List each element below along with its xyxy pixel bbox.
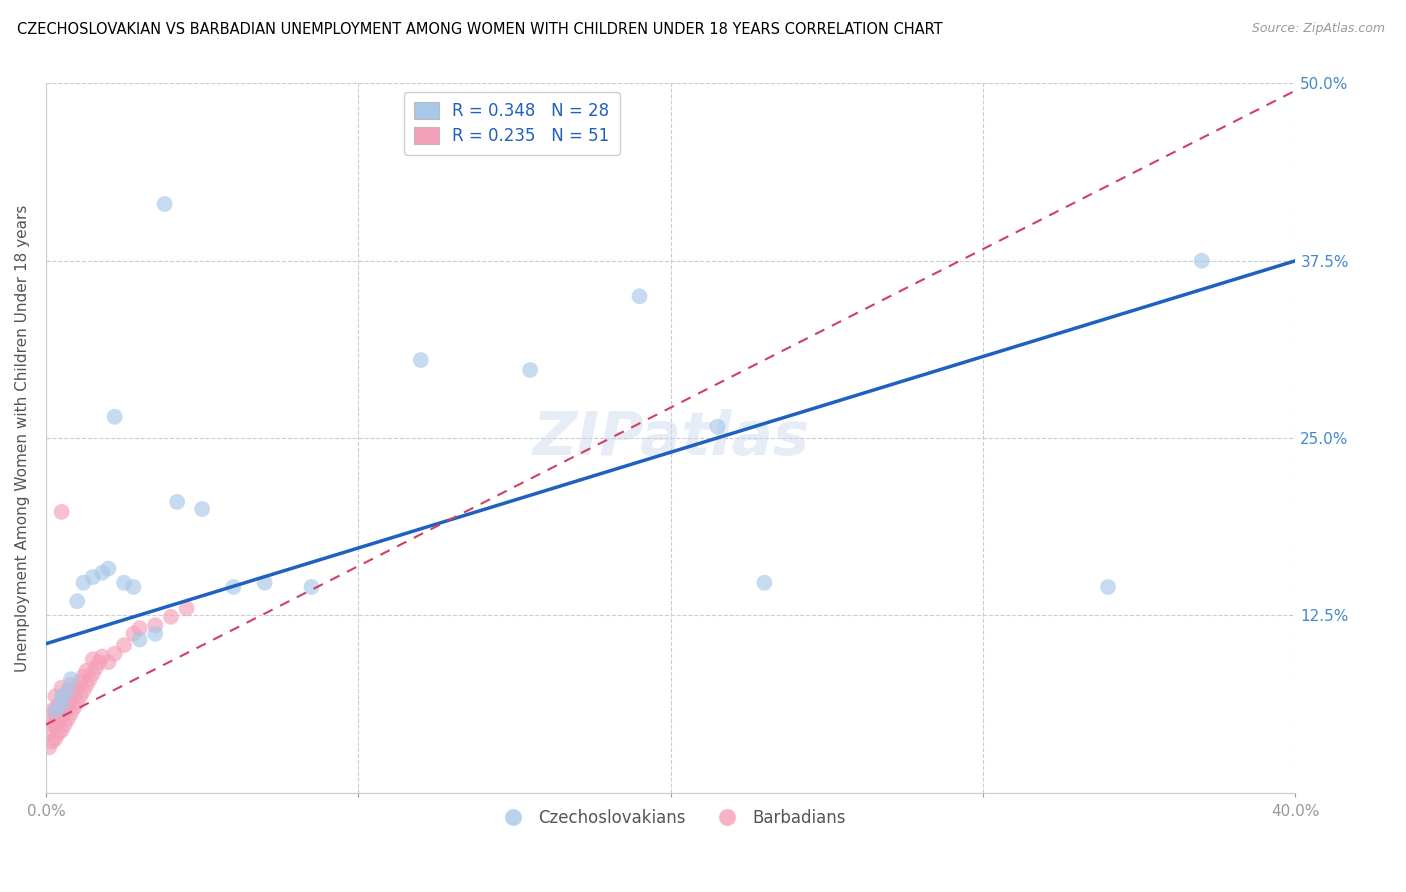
Point	[97, 655, 120, 669]
Point	[48, 712, 70, 726]
Point	[66, 695, 89, 709]
Point	[51, 681, 73, 695]
Point	[82, 652, 104, 666]
Point	[143, 627, 166, 641]
Point	[91, 566, 114, 580]
Point	[66, 681, 89, 695]
Point	[153, 197, 176, 211]
Point	[53, 689, 76, 703]
Point	[143, 618, 166, 632]
Point	[91, 649, 114, 664]
Point	[63, 700, 86, 714]
Point	[409, 353, 432, 368]
Point	[51, 698, 73, 712]
Point	[128, 621, 150, 635]
Point	[53, 717, 76, 731]
Point	[44, 717, 66, 731]
Point	[128, 632, 150, 647]
Point	[51, 695, 73, 709]
Point	[41, 703, 63, 717]
Point	[38, 726, 60, 740]
Point	[72, 575, 94, 590]
Point	[38, 740, 60, 755]
Point	[301, 580, 323, 594]
Point	[79, 672, 101, 686]
Point	[59, 692, 82, 706]
Point	[82, 666, 104, 681]
Text: ZIPatlas: ZIPatlas	[531, 409, 810, 467]
Point	[1191, 253, 1213, 268]
Point	[51, 709, 73, 723]
Point	[69, 675, 91, 690]
Point	[38, 712, 60, 726]
Point	[76, 678, 98, 692]
Point	[706, 419, 728, 434]
Point	[56, 683, 79, 698]
Point	[191, 502, 214, 516]
Point	[122, 580, 145, 594]
Point	[166, 495, 188, 509]
Point	[76, 664, 98, 678]
Text: Source: ZipAtlas.com: Source: ZipAtlas.com	[1251, 22, 1385, 36]
Point	[519, 363, 541, 377]
Point	[48, 726, 70, 740]
Point	[44, 703, 66, 717]
Point	[122, 627, 145, 641]
Point	[59, 678, 82, 692]
Point	[59, 672, 82, 686]
Point	[754, 575, 776, 590]
Point	[44, 689, 66, 703]
Point	[69, 689, 91, 703]
Point	[222, 580, 245, 594]
Point	[59, 706, 82, 721]
Point	[112, 575, 135, 590]
Point	[56, 712, 79, 726]
Legend: Czechoslovakians, Barbadians: Czechoslovakians, Barbadians	[489, 803, 852, 834]
Point	[53, 703, 76, 717]
Point	[84, 661, 107, 675]
Point	[41, 717, 63, 731]
Point	[104, 409, 127, 424]
Point	[51, 505, 73, 519]
Point	[112, 638, 135, 652]
Point	[1097, 580, 1119, 594]
Point	[72, 669, 94, 683]
Y-axis label: Unemployment Among Women with Children Under 18 years: Unemployment Among Women with Children U…	[15, 204, 30, 672]
Point	[66, 594, 89, 608]
Point	[51, 689, 73, 703]
Point	[41, 734, 63, 748]
Point	[44, 731, 66, 746]
Point	[51, 723, 73, 738]
Point	[63, 686, 86, 700]
Point	[104, 647, 127, 661]
Point	[628, 289, 651, 303]
Point	[56, 683, 79, 698]
Point	[97, 561, 120, 575]
Point	[56, 698, 79, 712]
Point	[72, 683, 94, 698]
Point	[87, 655, 110, 669]
Point	[48, 698, 70, 712]
Text: CZECHOSLOVAKIAN VS BARBADIAN UNEMPLOYMENT AMONG WOMEN WITH CHILDREN UNDER 18 YEA: CZECHOSLOVAKIAN VS BARBADIAN UNEMPLOYMEN…	[17, 22, 942, 37]
Point	[82, 570, 104, 584]
Point	[176, 601, 198, 615]
Point	[253, 575, 276, 590]
Point	[44, 703, 66, 717]
Point	[160, 609, 183, 624]
